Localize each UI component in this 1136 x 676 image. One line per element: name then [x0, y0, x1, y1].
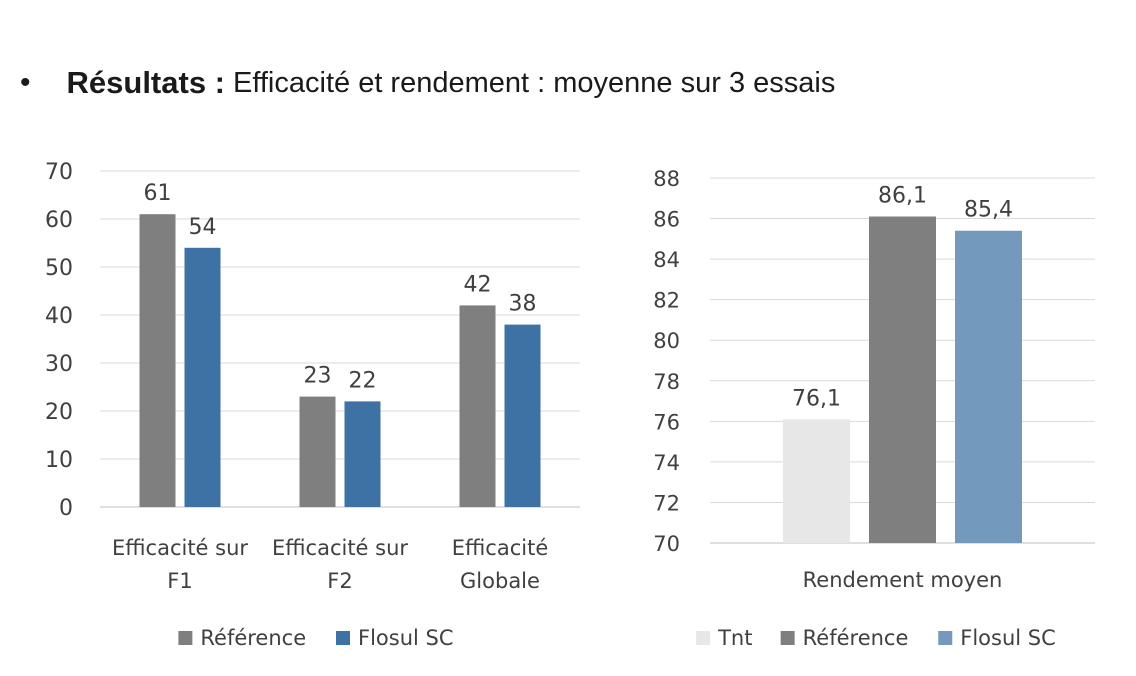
y-tick-label: 10 — [45, 448, 73, 473]
category-label: F2 — [327, 569, 352, 593]
y-tick-label: 0 — [59, 496, 73, 521]
y-tick-label: 50 — [45, 256, 73, 281]
y-tick-label: 82 — [653, 289, 680, 313]
category-label: Efficacité — [452, 536, 549, 560]
data-label: 61 — [144, 181, 172, 206]
legend-label: Tnt — [717, 626, 752, 650]
category-label: Globale — [460, 569, 540, 593]
y-tick-label: 76 — [653, 410, 680, 434]
y-tick-label: 30 — [45, 352, 73, 377]
category-label: Efficacité sur — [112, 536, 248, 560]
legend-swatch — [696, 631, 711, 645]
y-tick-label: 74 — [653, 451, 680, 475]
data-label: 42 — [464, 272, 492, 297]
data-label: 76,1 — [792, 386, 841, 411]
efficacite-chart: 0 10 20 30 40 50 60 70 61 54 Efficacité sur F1 23 22 E… — [45, 160, 580, 650]
legend-label: Référence — [803, 626, 909, 650]
legend-label: Flosul SC — [358, 626, 454, 650]
y-tick-label: 70 — [653, 532, 680, 556]
heading-bold: Résultats : — [66, 65, 225, 100]
slide-heading: • Résultats : Efficacité et rendement : … — [20, 58, 835, 108]
bar — [459, 305, 496, 507]
y-tick-label: 70 — [45, 160, 73, 185]
legend-swatch — [780, 631, 795, 645]
bar — [783, 419, 850, 543]
bar — [299, 396, 336, 507]
bar — [504, 324, 541, 507]
legend-swatch — [178, 631, 193, 645]
y-tick-label: 40 — [45, 304, 73, 329]
bar — [955, 230, 1022, 543]
y-tick-label: 72 — [653, 491, 680, 515]
bar — [184, 247, 221, 508]
legend-swatch — [938, 631, 953, 645]
data-label: 85,4 — [964, 198, 1013, 223]
bar — [344, 401, 381, 507]
y-tick-label: 60 — [45, 208, 73, 233]
bar — [139, 214, 176, 507]
bullet: • — [20, 66, 31, 99]
legend-label: Flosul SC — [960, 626, 1056, 650]
y-tick-label: 86 — [653, 208, 680, 232]
y-tick-label: 20 — [45, 400, 73, 425]
data-label: 38 — [509, 292, 537, 317]
data-label: 54 — [189, 215, 217, 240]
category-label: F1 — [167, 569, 192, 593]
data-label: 23 — [304, 364, 332, 389]
y-tick-label: 80 — [653, 329, 680, 353]
heading-subtitle: Efficacité et rendement : moyenne sur 3 … — [233, 66, 836, 99]
y-tick-label: 78 — [653, 370, 680, 394]
data-label: 22 — [349, 368, 377, 393]
y-tick-label: 88 — [653, 167, 680, 191]
category-label: Efficacité sur — [272, 536, 408, 560]
legend-swatch — [336, 631, 350, 645]
data-label: 86,1 — [878, 184, 927, 209]
legend-label: Référence — [200, 626, 306, 650]
category-label: Rendement moyen — [803, 568, 1003, 592]
y-tick-label: 84 — [653, 248, 680, 272]
bar — [869, 216, 936, 543]
